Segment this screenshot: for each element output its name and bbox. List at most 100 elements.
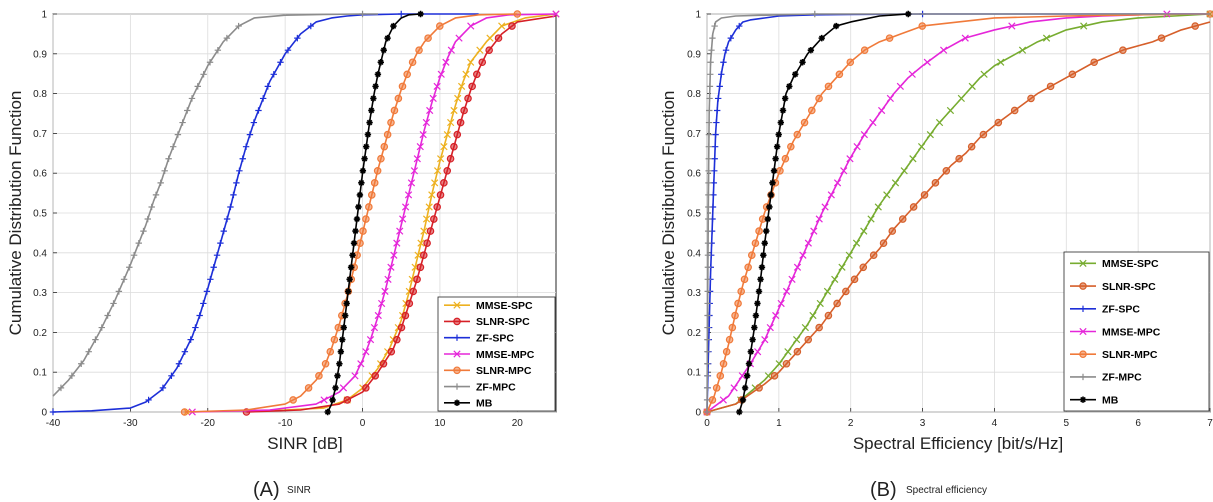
data-point	[707, 59, 714, 66]
data-point	[349, 252, 356, 259]
data-point	[181, 348, 189, 355]
panel-caption: (A) SINR	[253, 479, 311, 501]
data-point	[414, 251, 422, 259]
y-tick-label: 0.5	[687, 209, 701, 220]
data-point	[788, 275, 796, 283]
data-point	[967, 142, 976, 151]
data-point	[708, 46, 715, 54]
x-tick-labels: 0 1 2 3 4 5 6 7	[704, 418, 1213, 429]
data-point	[387, 347, 396, 356]
data-point	[419, 130, 427, 139]
data-point	[200, 300, 207, 307]
data-point	[165, 155, 172, 162]
data-point	[223, 34, 231, 42]
data-point	[424, 34, 432, 42]
data-point	[390, 22, 397, 30]
data-point	[339, 384, 348, 392]
data-point	[227, 203, 234, 211]
data-point	[473, 70, 481, 79]
data-point	[713, 107, 721, 114]
legend-label: SLNR-SPC	[476, 316, 530, 328]
data-point	[917, 143, 926, 151]
data-point	[711, 167, 718, 174]
data-point	[321, 359, 330, 368]
data-point	[704, 227, 712, 235]
data-point	[426, 227, 435, 235]
data-point	[727, 34, 735, 42]
x-tick-label: 0	[704, 418, 710, 429]
legend-item: SLNR-MPC	[1070, 349, 1158, 361]
data-point	[367, 191, 376, 199]
data-point	[815, 323, 823, 332]
data-point	[336, 360, 343, 367]
data-point	[353, 215, 361, 223]
legend-item: SLNR-MPC	[444, 365, 532, 377]
data-point	[420, 227, 428, 235]
data-point	[793, 347, 802, 356]
data-point	[1008, 22, 1016, 30]
data-point	[807, 46, 815, 54]
data-point	[782, 287, 791, 296]
data-point	[115, 288, 123, 295]
data-point	[450, 142, 458, 151]
data-point	[703, 396, 711, 404]
data-point	[758, 264, 766, 271]
data-point	[188, 95, 196, 102]
panel-caption: (B) Spectral efficiency	[870, 479, 987, 501]
legend-item: MMSE-SPC	[1070, 258, 1159, 270]
data-point	[731, 311, 739, 320]
data-point	[370, 95, 377, 102]
legend-label: ZF-SPC	[1102, 304, 1140, 316]
data-point	[161, 167, 168, 174]
data-point	[859, 263, 868, 272]
data-point	[398, 10, 405, 18]
data-point	[422, 215, 431, 223]
x-tick-label: 5	[1064, 418, 1070, 429]
data-point	[994, 118, 1003, 127]
y-tick-label: 0.2	[687, 328, 701, 339]
data-point	[704, 276, 712, 283]
data-point	[833, 299, 841, 308]
data-point	[513, 10, 522, 18]
x-tick-label: 20	[512, 418, 524, 429]
data-point	[769, 179, 776, 187]
data-point	[425, 203, 433, 211]
legend-item: MMSE-MPC	[1070, 326, 1161, 338]
data-point	[416, 263, 425, 272]
data-point	[775, 360, 783, 368]
data-point	[888, 227, 897, 235]
data-point	[787, 142, 795, 151]
legend: MMSE-SPC SLNR-SPC ZF-SPC MMSE-MPC SLNR-MPC ZF…	[1063, 251, 1210, 412]
legend-label: SLNR-MPC	[1102, 349, 1158, 361]
caption-letter: (B)	[870, 479, 897, 501]
data-point	[357, 360, 365, 368]
data-point	[931, 179, 940, 187]
data-point	[174, 131, 182, 138]
data-point	[57, 384, 65, 392]
data-point	[793, 263, 802, 271]
data-point	[816, 299, 824, 308]
data-point	[443, 130, 451, 139]
data-point	[126, 264, 133, 271]
data-point	[347, 264, 355, 271]
data-point	[874, 203, 882, 211]
data-point	[498, 22, 506, 30]
data-point	[852, 239, 861, 247]
legend-item: ZF-SPC	[444, 333, 514, 345]
data-point	[869, 251, 878, 260]
series-mb	[736, 10, 912, 416]
data-point	[799, 59, 806, 66]
data-point	[818, 34, 825, 42]
data-point	[431, 179, 439, 187]
data-point	[1068, 70, 1077, 79]
data-point	[706, 107, 713, 114]
data-point	[770, 167, 778, 174]
data-point	[401, 311, 410, 320]
data-point	[940, 46, 948, 54]
data-point	[289, 396, 297, 404]
data-point	[399, 215, 407, 223]
data-point	[705, 179, 712, 187]
y-tick-label: 0.6	[33, 169, 47, 180]
data-point	[711, 143, 719, 150]
data-point	[909, 203, 918, 211]
